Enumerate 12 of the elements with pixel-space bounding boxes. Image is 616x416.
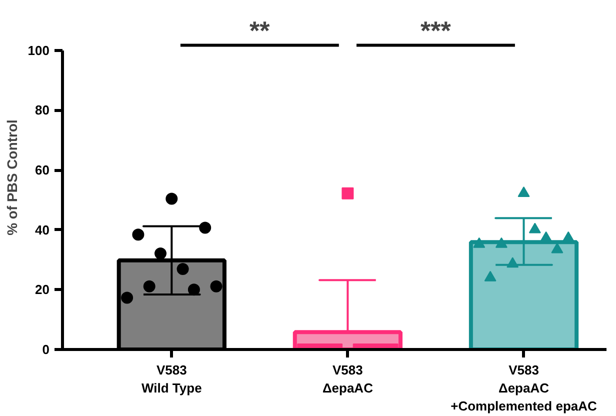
y-tick-label: 100 (28, 42, 50, 58)
x-tick-label: V583 Wild Type (142, 362, 202, 396)
y-axis-title: % of PBS Control (4, 120, 20, 236)
text: *** (420, 15, 452, 46)
y-tick-label: 60 (35, 162, 50, 178)
text: ** (250, 15, 271, 46)
x-tick-label: V583 ΔepaAC (322, 362, 374, 396)
y-tick-label: 80 (35, 102, 50, 118)
x-tick-label: V583 ΔepaAC +Complemented epaAC (450, 362, 598, 414)
y-tick-label: 20 (35, 282, 50, 298)
y-tick-label: 40 (35, 222, 50, 238)
y-tick-label: 0 (42, 342, 50, 357)
